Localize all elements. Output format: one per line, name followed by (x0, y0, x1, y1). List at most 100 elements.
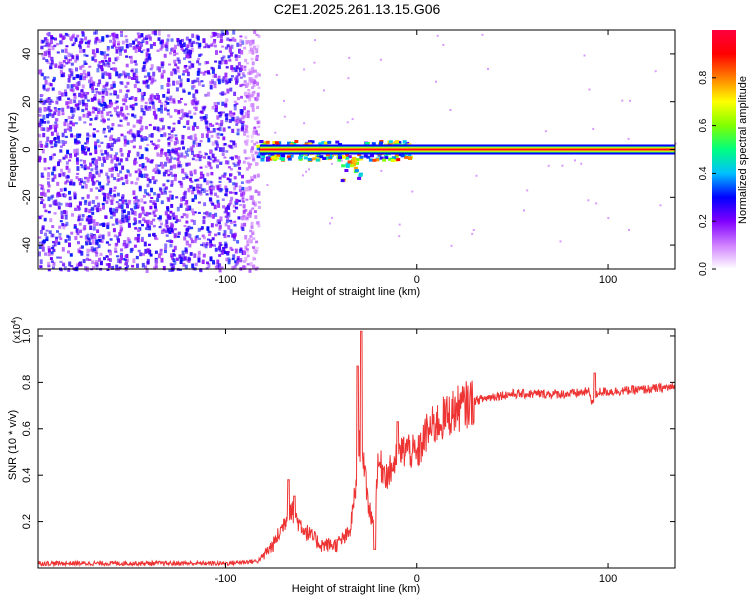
spectrogram-cell (51, 87, 55, 91)
spectrogram-cell (112, 44, 116, 47)
spectrogram-cell (155, 97, 159, 101)
spectrogram-cell (256, 155, 261, 159)
spectrogram-cell (330, 162, 333, 165)
spectrogram-cell (91, 110, 95, 114)
spectrogram-cell (83, 146, 86, 151)
spectrogram-cell (58, 225, 62, 229)
spectrogram-cell (234, 119, 238, 123)
spectrogram-cell (38, 241, 42, 244)
spectrogram-cell (43, 217, 47, 222)
spectrogram-cell (151, 31, 155, 35)
spectrogram-cell (131, 264, 135, 268)
spectrogram-cell (217, 203, 221, 208)
spectrogram-cell (140, 236, 144, 240)
spectrogram-cell (87, 166, 90, 170)
spectrogram-cell (52, 248, 56, 253)
spectrogram-cell (121, 112, 125, 117)
spectrogram-cell (166, 112, 170, 116)
spectrogram-cell (160, 191, 164, 195)
spectrogram-cell (43, 120, 47, 124)
spectrogram-cell (132, 258, 136, 264)
spectrogram-cell (54, 108, 58, 112)
spectrogram-cell (241, 125, 245, 130)
spectrogram-cell (129, 55, 133, 60)
spectrogram-cell (106, 72, 110, 76)
spectrogram-cell (200, 243, 204, 246)
spectrogram-cell (110, 67, 114, 70)
spectrogram-cell (124, 35, 128, 38)
spectrogram-cell (112, 62, 116, 65)
spectrogram-cell (82, 180, 86, 185)
spectrogram-cell (120, 124, 124, 127)
spectrogram-cell (181, 140, 185, 145)
spectrogram-cell (235, 198, 239, 204)
spectrogram-cell (194, 154, 198, 157)
spectrogram-cell (70, 62, 74, 66)
spectrogram-cell (145, 34, 149, 38)
spectrogram-cell (142, 37, 146, 40)
spectrogram-cell (124, 258, 127, 261)
spectrogram-cell (243, 131, 247, 134)
spectrogram-cell (189, 177, 193, 182)
spectrogram-cell (186, 120, 190, 123)
spectrogram-cell (169, 115, 173, 118)
spectrogram-cell (232, 209, 236, 213)
spectrogram-cell (340, 179, 345, 183)
spectrogram-cell (237, 216, 241, 220)
spectrogram-cell (98, 257, 101, 262)
spectrogram-cell (78, 100, 82, 106)
spectrogram-cell (62, 35, 66, 40)
spectrogram-cell (136, 119, 140, 124)
spectrogram-cell (60, 92, 64, 97)
spectrogram-cell (68, 68, 72, 72)
spectrogram-cell (185, 241, 189, 244)
spectrogram-cell (48, 204, 52, 208)
spectrogram-cell (105, 156, 109, 160)
spectrogram-cell (153, 108, 157, 112)
spectrogram-cell (299, 154, 303, 158)
spectrogram-cell (80, 245, 84, 249)
spectrogram-cell (341, 164, 346, 168)
spectrogram-cell (70, 110, 74, 114)
spectrogram-cell (123, 240, 127, 244)
spectrogram-cell (209, 158, 213, 161)
spectrogram-cell (83, 121, 87, 124)
spectrogram-cell (92, 128, 96, 131)
spectrogram-cell (63, 128, 67, 133)
spectrogram-cell (44, 232, 48, 237)
spectrogram-cell (166, 227, 170, 232)
spectrogram-cell (162, 183, 166, 187)
spectrogram-cell (75, 152, 79, 156)
spectrogram-cell (192, 220, 196, 225)
spectrogram-cell (213, 204, 217, 210)
spectrogram-cell (74, 37, 78, 42)
spectrogram-cell (180, 46, 184, 51)
spectrogram-cell (257, 86, 261, 89)
spectrogram-cell (397, 141, 402, 145)
spectrogram-cell (192, 211, 195, 216)
spectrogram-cell (140, 173, 144, 178)
spectrogram-cell (114, 243, 118, 247)
spectrogram-cell (78, 133, 82, 137)
spectrogram-cell (277, 141, 282, 145)
spectrogram-cell (172, 80, 176, 86)
y-tick-label: 0 (21, 146, 33, 152)
spectrogram-cell (140, 198, 144, 203)
spectrogram-cell (149, 44, 153, 49)
spectrogram-cell (82, 49, 86, 53)
spectrogram-cell (70, 133, 74, 138)
spectrogram-cell (133, 244, 137, 248)
spectrogram-cell (190, 47, 194, 53)
spectrogram-cell (79, 41, 82, 44)
spectrogram-cell (46, 32, 50, 36)
spectrogram-cell (239, 109, 243, 114)
spectrogram-cell (116, 43, 120, 46)
spectrogram-cell (168, 230, 172, 234)
spectrogram-cell (132, 145, 136, 149)
spectrogram-cell (194, 262, 198, 267)
spectrogram-cell (109, 103, 113, 107)
spectrogram-cell (112, 208, 116, 213)
spectrogram-cell (588, 88, 591, 91)
spectrogram-cell (70, 231, 74, 235)
spectrogram-cell (254, 150, 258, 154)
